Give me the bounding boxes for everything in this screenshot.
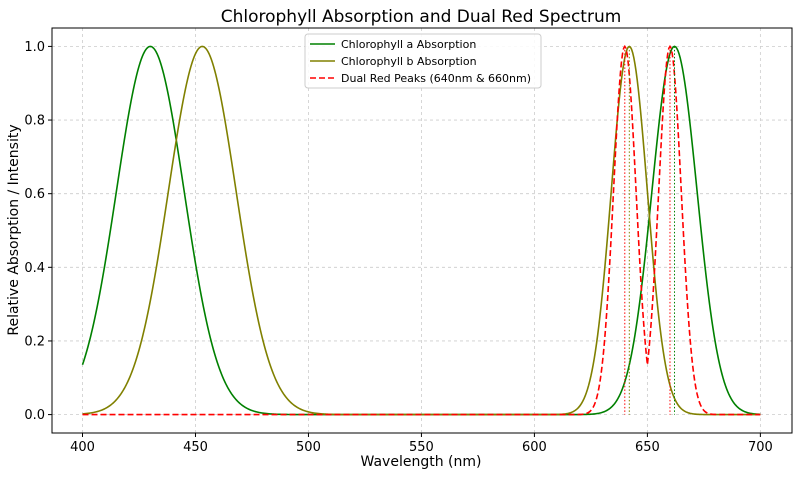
y-tick-label: 1.0 <box>24 40 45 55</box>
legend-box <box>304 33 542 89</box>
y-axis: 0.0 0.2 0.4 0.6 0.8 1.0 <box>24 40 52 423</box>
x-tick-label: 600 <box>522 440 547 455</box>
grid <box>52 28 792 433</box>
y-tick-label: 0.8 <box>24 114 45 129</box>
y-tick-label: 0.0 <box>24 408 45 423</box>
legend-label: Dual Red Peaks (640nm & 660nm) <box>341 72 531 85</box>
x-tick-label: 700 <box>748 440 773 455</box>
chart-title: Chlorophyll Absorption and Dual Red Spec… <box>221 7 622 27</box>
axes-frame <box>51 27 793 434</box>
x-axis: 400 450 500 550 600 650 700 <box>70 433 773 455</box>
series-line-3 <box>82 44 761 416</box>
y-axis-label: Relative Absorption / Intensity <box>6 124 22 335</box>
x-tick-label: 400 <box>70 440 95 455</box>
legend: Chlorophyll a Absorption Chlorophyll b Ab… <box>304 33 542 89</box>
x-axis-label: Wavelength (nm) <box>361 454 482 470</box>
y-tick-label: 0.4 <box>24 261 45 276</box>
x-tick-label: 450 <box>183 440 208 455</box>
y-tick-label: 0.2 <box>24 334 45 349</box>
legend-label: Chlorophyll a Absorption <box>341 38 476 51</box>
x-tick-label: 650 <box>635 440 660 455</box>
legend-label: Chlorophyll b Absorption <box>341 55 477 68</box>
plot-area <box>81 44 761 416</box>
x-tick-label: 550 <box>409 440 434 455</box>
x-tick-label: 500 <box>296 440 321 455</box>
y-tick-label: 0.6 <box>24 187 45 202</box>
